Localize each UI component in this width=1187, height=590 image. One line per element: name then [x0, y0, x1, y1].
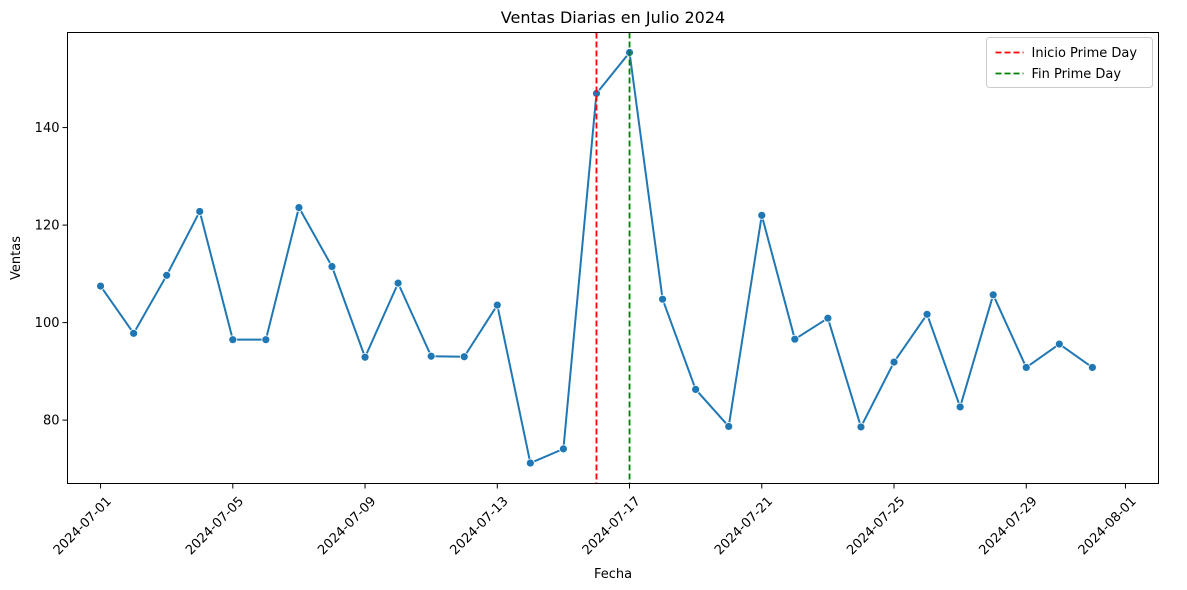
data-point: [691, 384, 701, 394]
x-axis-label: Fecha: [594, 567, 632, 582]
data-point: [922, 309, 932, 319]
data-point: [988, 290, 998, 300]
data-point: [658, 294, 667, 304]
data-point: [294, 203, 304, 212]
x-tick-label: 2024-08-01: [1076, 494, 1140, 558]
y-axis-label: Ventas: [9, 236, 24, 280]
x-tick-label: 2024-07-25: [844, 494, 908, 558]
data-point: [360, 352, 370, 362]
data-point: [96, 281, 105, 291]
y-tick-label: 100: [35, 316, 60, 331]
y-tick-label: 120: [35, 219, 60, 234]
data-point: [856, 422, 866, 432]
data-point: [228, 335, 238, 345]
y-tick-label: 140: [35, 121, 60, 136]
x-tick-label: 2024-07-13: [448, 494, 512, 558]
x-tick-label: 2024-07-17: [580, 494, 644, 558]
data-point: [823, 313, 833, 323]
data-point: [162, 270, 172, 280]
legend: Inicio Prime Day Fin Prime Day: [986, 37, 1153, 88]
legend-entry: Fin Prime Day: [1032, 67, 1122, 82]
data-point: [790, 334, 800, 344]
data-point: [129, 328, 139, 338]
x-tick-label: 2024-07-05: [183, 494, 247, 558]
legend-box: [986, 37, 1153, 88]
x-tick-label: 2024-07-29: [976, 494, 1040, 558]
chart-title: Ventas Diarias en Julio 2024: [501, 8, 725, 27]
data-point: [889, 357, 899, 367]
data-point: [492, 300, 502, 310]
legend-entry: Inicio Prime Day: [1032, 46, 1138, 61]
y-tick-label: 80: [43, 414, 60, 429]
data-point: [1087, 363, 1097, 372]
data-point: [559, 444, 568, 454]
data-point: [459, 352, 469, 362]
data-point: [393, 278, 403, 288]
data-point: [261, 335, 271, 345]
x-tick-label: 2024-07-21: [712, 494, 776, 558]
data-point: [1021, 363, 1031, 372]
data-point: [724, 422, 734, 431]
data-point: [327, 262, 337, 271]
x-tick-label: 2024-07-01: [51, 494, 115, 558]
data-point: [1054, 339, 1064, 349]
data-point: [426, 351, 436, 361]
data-point: [955, 402, 965, 412]
x-tick-label: 2024-07-09: [315, 494, 379, 558]
data-point: [195, 207, 205, 216]
plot-frame: [67, 32, 1159, 484]
data-point: [757, 210, 767, 220]
data-point: [525, 458, 535, 468]
